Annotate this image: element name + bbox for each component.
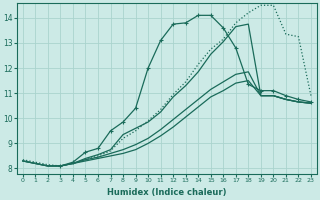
X-axis label: Humidex (Indice chaleur): Humidex (Indice chaleur) <box>107 188 227 197</box>
